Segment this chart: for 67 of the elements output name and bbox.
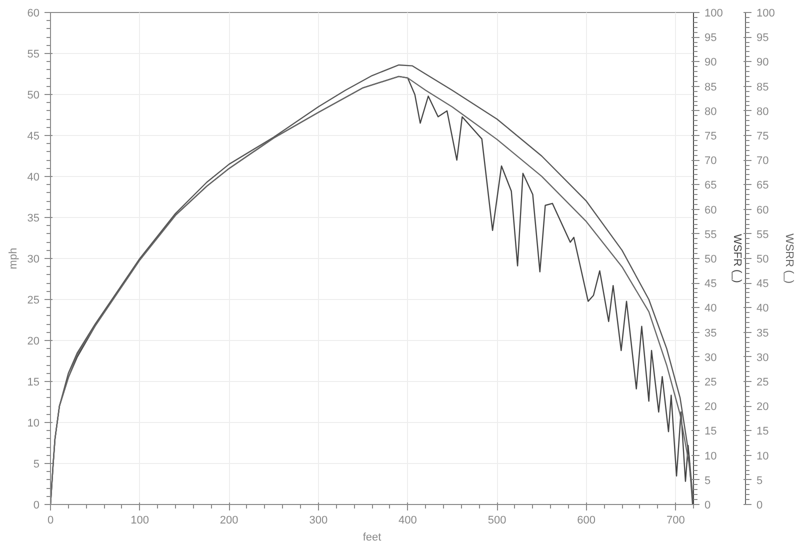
y3-tick-label: 45 [756, 278, 769, 290]
y-tick-label: 40 [27, 172, 40, 184]
x-tick-label: 300 [309, 514, 328, 526]
y-tick-label: 0 [33, 500, 40, 512]
x-tick-label: 100 [130, 514, 149, 526]
y2-tick-label: 70 [704, 155, 717, 168]
y2-tick-label: 100 [704, 8, 723, 20]
y3-tick-label: 20 [756, 401, 769, 414]
y3-axis-title: WSRR (_) [782, 233, 795, 284]
y3-tick-label: 60 [756, 204, 769, 216]
x-tick-label: 400 [398, 514, 417, 526]
y3-tick-label: 40 [756, 302, 769, 315]
y-tick-label: 20 [27, 336, 40, 348]
y3-tick-label: 100 [756, 8, 775, 20]
y-tick-label: 30 [27, 254, 40, 266]
y2-tick-label: 45 [704, 278, 717, 290]
y3-tick-label: 75 [756, 130, 769, 142]
y-axis-title: mph [7, 248, 20, 270]
x-tick-label: 500 [488, 514, 506, 526]
y2-tick-label: 40 [704, 302, 717, 315]
y-tick-label: 10 [27, 418, 40, 430]
y3-tick-label: 35 [756, 327, 769, 340]
x-tick-label: 0 [47, 514, 54, 526]
y2-tick-label: 65 [704, 180, 717, 192]
y2-tick-label: 5 [704, 474, 711, 487]
x-tick-label: 600 [577, 514, 596, 526]
y-tick-label: 5 [33, 458, 40, 470]
y3-tick-label: 25 [756, 376, 769, 388]
y2-tick-label: 10 [704, 450, 717, 462]
y3-tick-label: 95 [756, 32, 769, 44]
y2-tick-label: 20 [704, 401, 717, 414]
y-tick-label: 35 [27, 212, 40, 224]
y3-tick-label: 80 [756, 106, 769, 118]
y3-tick-label: 0 [756, 500, 763, 512]
y2-axis-title: WSFR (_) [730, 234, 743, 283]
y-tick-label: 60 [27, 8, 40, 20]
y2-tick-label: 85 [704, 81, 717, 94]
y2-tick-label: 90 [704, 56, 717, 69]
y2-tick-label: 80 [704, 106, 717, 118]
y3-tick-label: 65 [756, 180, 769, 192]
y3-tick-label: 85 [756, 81, 769, 94]
x-tick-label: 200 [220, 514, 238, 526]
y-tick-label: 50 [27, 90, 40, 102]
y3-tick-label: 10 [756, 450, 769, 462]
y2-tick-label: 75 [704, 130, 717, 142]
y2-tick-label: 25 [704, 376, 717, 388]
y-tick-label: 25 [27, 294, 40, 306]
y3-tick-label: 15 [756, 426, 769, 438]
y3-tick-label: 90 [756, 56, 769, 69]
y2-tick-label: 15 [704, 426, 717, 438]
y-tick-label: 45 [27, 130, 40, 142]
y2-tick-label: 95 [704, 32, 717, 44]
y2-tick-label: 0 [704, 500, 711, 512]
y-tick-label: 15 [27, 376, 40, 388]
y3-tick-label: 50 [756, 254, 769, 266]
y2-tick-label: 35 [704, 327, 717, 340]
y-tick-label: 55 [27, 48, 40, 60]
y2-tick-label: 50 [704, 254, 717, 266]
y2-tick-label: 30 [704, 352, 717, 364]
y3-tick-label: 55 [756, 228, 769, 241]
y2-tick-label: 60 [704, 204, 717, 216]
y3-tick-label: 70 [756, 155, 769, 168]
x-axis-title: feet [362, 532, 382, 544]
y3-tick-label: 30 [756, 352, 769, 364]
x-tick-label: 700 [666, 514, 685, 526]
y3-tick-label: 5 [756, 474, 763, 487]
y2-tick-label: 55 [704, 228, 717, 241]
